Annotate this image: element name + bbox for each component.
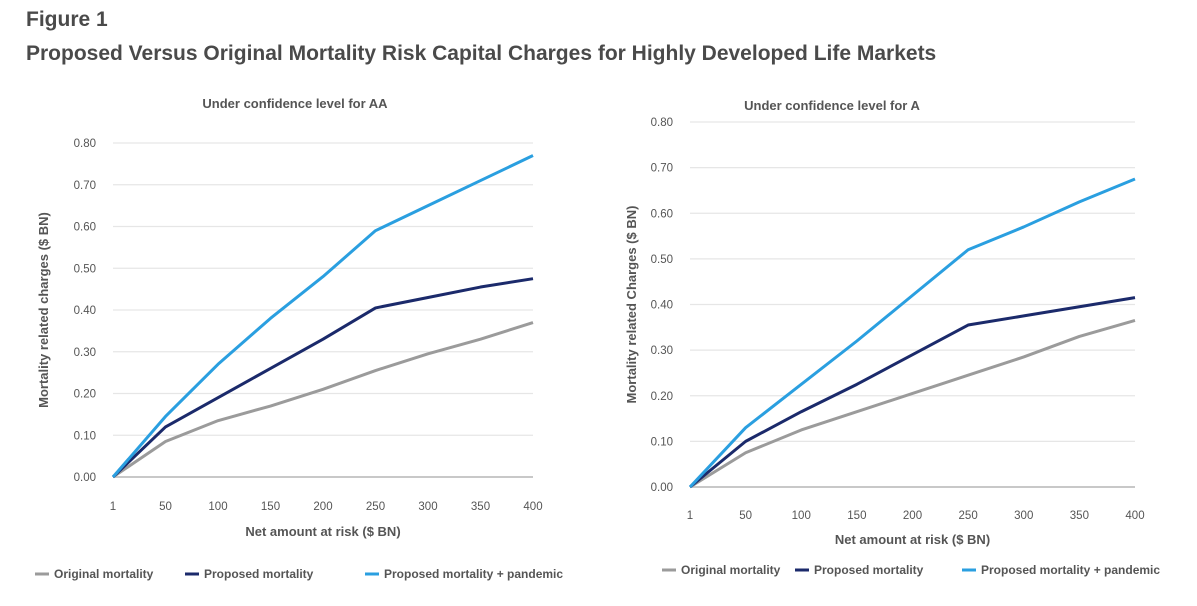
chart-title: Under confidence level for AA bbox=[202, 96, 388, 111]
y-tick-label: 0.20 bbox=[74, 389, 96, 401]
y-tick-label: 0.80 bbox=[651, 117, 673, 129]
x-tick-label: 350 bbox=[1070, 510, 1089, 522]
series-line-original-mortality bbox=[112, 321, 534, 479]
x-axis-title: Net amount at risk ($ BN) bbox=[245, 524, 400, 539]
y-axis-title: Mortality related charges ($ BN) bbox=[36, 212, 51, 408]
x-tick-label: 300 bbox=[418, 501, 437, 513]
y-tick-label: 0.80 bbox=[74, 138, 96, 150]
x-tick-label: 300 bbox=[1014, 510, 1033, 522]
x-tick-label: 100 bbox=[792, 510, 811, 522]
y-tick-label: 0.20 bbox=[651, 391, 673, 403]
x-tick-label: 200 bbox=[903, 510, 922, 522]
y-tick-label: 0.60 bbox=[74, 222, 96, 234]
x-tick-label: 1 bbox=[110, 501, 116, 513]
y-tick-label: 0.70 bbox=[74, 180, 96, 192]
series-line-proposed-mortality bbox=[111, 277, 534, 479]
series-line-proposed-mortality-pandemic bbox=[111, 154, 534, 478]
x-tick-label: 250 bbox=[959, 510, 978, 522]
y-tick-label: 0.40 bbox=[651, 300, 673, 312]
series-line-original-mortality bbox=[689, 319, 1136, 489]
y-tick-label: 0.30 bbox=[651, 345, 673, 357]
legend-label: Original mortality bbox=[681, 563, 781, 577]
x-tick-label: 400 bbox=[523, 501, 542, 513]
figure-title: Proposed Versus Original Mortality Risk … bbox=[26, 42, 937, 65]
y-tick-label: 0.00 bbox=[74, 472, 96, 484]
x-tick-label: 350 bbox=[471, 501, 490, 513]
y-tick-label: 0.70 bbox=[651, 163, 673, 175]
y-tick-label: 0.30 bbox=[74, 347, 96, 359]
x-tick-label: 50 bbox=[739, 510, 752, 522]
figure-label: Figure 1 bbox=[26, 8, 108, 31]
chart-title: Under confidence level for A bbox=[744, 98, 920, 113]
y-tick-label: 0.10 bbox=[651, 436, 673, 448]
legend-label: Proposed mortality bbox=[814, 563, 924, 577]
y-tick-label: 0.10 bbox=[74, 430, 96, 442]
y-tick-label: 0.50 bbox=[74, 263, 96, 275]
x-tick-label: 400 bbox=[1125, 510, 1144, 522]
x-tick-label: 150 bbox=[261, 501, 280, 513]
x-tick-label: 250 bbox=[366, 501, 385, 513]
x-tick-label: 150 bbox=[847, 510, 866, 522]
x-tick-label: 100 bbox=[208, 501, 227, 513]
x-tick-label: 50 bbox=[159, 501, 172, 513]
x-axis-title: Net amount at risk ($ BN) bbox=[835, 532, 990, 547]
y-tick-label: 0.60 bbox=[651, 208, 673, 220]
legend-label: Original mortality bbox=[54, 567, 154, 581]
x-tick-label: 200 bbox=[313, 501, 332, 513]
x-tick-label: 1 bbox=[687, 510, 693, 522]
y-tick-label: 0.50 bbox=[651, 254, 673, 266]
y-tick-label: 0.00 bbox=[651, 482, 673, 494]
y-axis-title: Mortality related Charges ($ BN) bbox=[624, 206, 639, 404]
legend-label: Proposed mortality + pandemic bbox=[981, 563, 1160, 577]
legend-label: Proposed mortality + pandemic bbox=[384, 567, 563, 581]
legend-label: Proposed mortality bbox=[204, 567, 314, 581]
y-tick-label: 0.40 bbox=[74, 305, 96, 317]
